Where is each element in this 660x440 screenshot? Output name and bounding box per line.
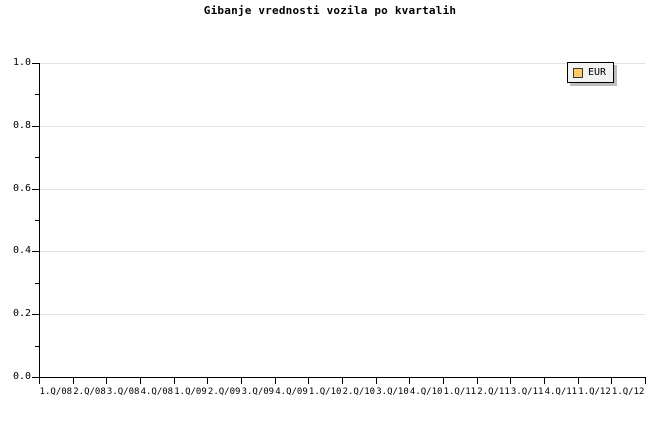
y-tick-minor	[35, 157, 39, 159]
x-tick	[342, 378, 343, 384]
x-tick	[544, 378, 545, 384]
y-axis-tick-label: 1.0	[12, 57, 31, 68]
x-axis-tick-label: 1.Q/12	[611, 387, 645, 397]
y-tick-minor	[35, 220, 39, 221]
y-axis-tick-label-wrap: 0.4	[0, 245, 31, 257]
y-tick-minor	[35, 94, 39, 96]
x-tick	[409, 378, 410, 384]
x-axis-tick-label: 3.Q/08	[106, 387, 140, 397]
y-tick-major	[32, 125, 39, 127]
y-axis-tick-label-wrap: 0.6	[0, 183, 31, 195]
y-axis-tick-label: 0.6	[12, 182, 31, 194]
x-axis-tick-label: 1.Q/11	[443, 387, 477, 397]
gridline-y	[39, 63, 645, 64]
x-axis-line	[39, 377, 646, 378]
x-tick	[275, 378, 276, 384]
y-tick-major	[32, 188, 39, 190]
x-tick	[645, 378, 646, 384]
y-axis-tick-label: 0.2	[12, 308, 31, 320]
x-tick	[578, 378, 579, 384]
x-axis-tick-label: 1.Q/09	[174, 387, 207, 397]
y-axis-line	[39, 63, 40, 378]
chart-title: Gibanje vrednosti vozila po kvartalih	[203, 4, 457, 17]
x-axis-tick-label: 2.Q/11	[477, 387, 510, 397]
x-tick	[510, 378, 511, 384]
y-axis-tick-label-wrap: 1.0	[0, 57, 31, 69]
plot-area	[39, 63, 645, 378]
x-tick	[443, 378, 444, 384]
legend[interactable]: EUR	[567, 62, 615, 83]
x-axis-tick-label: 2.Q/09	[207, 387, 241, 397]
y-tick-major	[32, 63, 39, 64]
x-tick	[477, 378, 478, 384]
x-axis-tick-label: 4.Q/09	[275, 387, 308, 397]
y-axis-tick-label: 0.4	[12, 245, 31, 257]
y-tick-minor	[35, 282, 39, 284]
x-axis-tick-label: 4.Q/11	[544, 387, 578, 397]
gridline-y	[39, 251, 645, 253]
x-axis-tick-label: 1.Q/10	[308, 387, 342, 397]
y-tick-minor	[35, 345, 39, 347]
x-axis-tick-label: 3.Q/09	[241, 387, 275, 397]
x-tick	[611, 378, 612, 384]
x-tick	[207, 378, 208, 384]
y-axis-tick-label-wrap: 0.2	[0, 308, 31, 320]
x-axis-tick-label: 2.Q/08	[73, 387, 106, 397]
y-tick-major	[32, 251, 39, 253]
x-tick	[308, 378, 309, 384]
gridline-y	[39, 188, 645, 190]
y-axis-tick-label: 0.0	[12, 371, 31, 382]
y-tick-major	[32, 377, 39, 378]
y-axis-tick-label-wrap: 0.8	[0, 120, 31, 132]
legend-swatch-eur-icon	[573, 67, 583, 78]
x-tick	[241, 378, 242, 384]
x-axis-tick-label: 3.Q/10	[376, 387, 409, 397]
x-tick	[106, 378, 107, 384]
x-axis-tick-label: 3.Q/11	[510, 387, 544, 397]
x-tick	[376, 378, 377, 384]
legend-label-eur: EUR	[588, 66, 607, 78]
x-tick	[39, 378, 40, 384]
x-axis-tick-label: 1.Q/12	[578, 387, 611, 397]
x-axis-tick-label: 2.Q/10	[342, 387, 376, 397]
x-axis-tick-label: 1.Q/08	[39, 387, 73, 397]
y-tick-major	[32, 314, 39, 316]
x-axis-tick-label: 4.Q/10	[409, 387, 443, 397]
gridline-y	[39, 314, 645, 316]
y-axis-tick-label: 0.8	[12, 119, 31, 131]
x-tick	[174, 378, 175, 384]
gridline-y	[39, 125, 645, 127]
x-tick	[73, 378, 74, 384]
x-axis-tick-label: 4.Q/08	[140, 387, 174, 397]
y-axis-tick-label-wrap: 0.0	[0, 371, 31, 383]
x-tick	[140, 378, 141, 384]
